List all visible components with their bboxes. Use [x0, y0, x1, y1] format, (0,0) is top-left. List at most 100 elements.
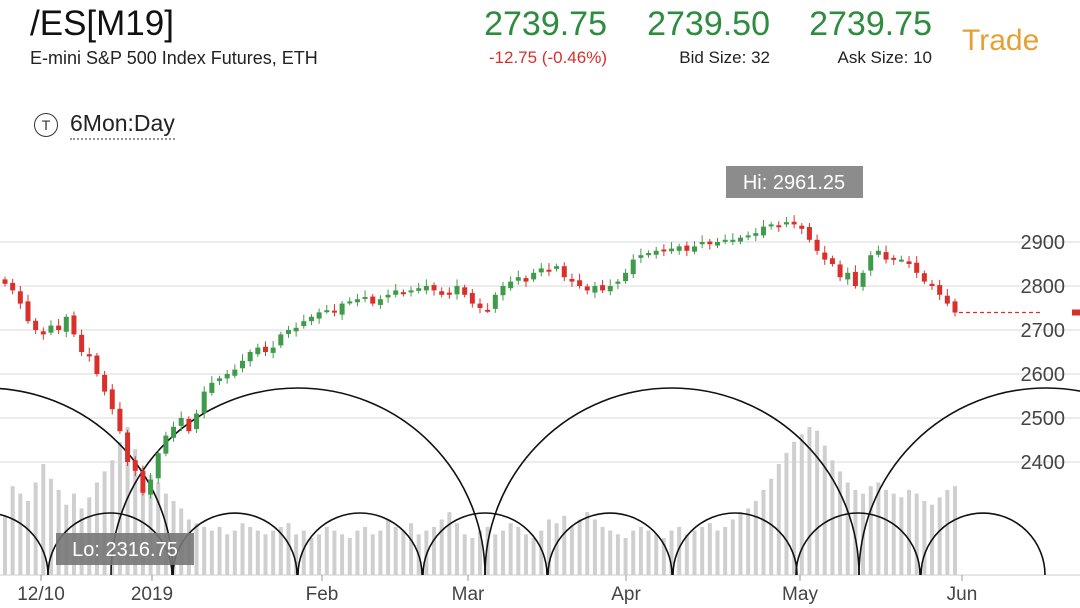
cycle-arc — [672, 512, 798, 576]
volume-bar — [378, 530, 383, 575]
candle-body — [385, 294, 391, 298]
volume-bar — [500, 530, 505, 575]
candle-body — [492, 294, 498, 309]
candle-body — [661, 249, 667, 252]
candle-body — [684, 245, 690, 251]
volume-bar — [370, 534, 375, 575]
candle-body — [155, 453, 161, 479]
candle-body — [416, 288, 422, 291]
candle-body — [653, 250, 659, 255]
volume-bar — [845, 482, 850, 575]
last-price-block: 2739.75 -12.75 (-0.46%) — [484, 4, 607, 68]
volume-bar — [455, 523, 460, 575]
volume-bar — [309, 538, 314, 575]
volume-bar — [730, 519, 735, 575]
volume-bar — [792, 441, 797, 575]
volume-bar — [25, 501, 30, 575]
ask-size: Ask Size: 10 — [837, 48, 933, 67]
volume-bar — [776, 464, 781, 575]
candle-body — [508, 281, 514, 289]
trade-button[interactable]: Trade — [962, 24, 1040, 57]
period-label[interactable]: 6Mon:Day — [70, 110, 175, 140]
cycle-arc — [422, 512, 548, 576]
candle-body — [852, 271, 858, 286]
candle-body — [898, 259, 904, 262]
volume-bar — [945, 489, 950, 575]
candle-body — [569, 278, 575, 282]
candle-body — [837, 264, 843, 278]
x-tick-label: Apr — [611, 584, 641, 605]
volume-bar — [447, 512, 452, 575]
volume-bar — [41, 464, 46, 575]
volume-bar — [799, 434, 804, 575]
volume-bar — [102, 471, 107, 575]
candle-body — [561, 266, 567, 278]
volume-bar — [432, 526, 437, 575]
candle-body — [324, 310, 330, 313]
volume-bar — [585, 512, 590, 575]
candle-body — [523, 278, 529, 282]
volume-bar — [631, 530, 636, 575]
bid-block: 2739.50 Bid Size: 32 — [647, 4, 770, 68]
candle-body — [201, 391, 207, 414]
cycle-arc — [858, 387, 1080, 576]
volume-bar — [301, 530, 306, 575]
price-chart[interactable]: 2400 2500 2600 2700 2800 2900 12/10 2019 Feb Mar… — [0, 150, 1080, 608]
candle-body — [577, 280, 583, 286]
candle-body — [240, 360, 245, 369]
volume-bar — [531, 538, 536, 575]
candle-body — [638, 255, 644, 258]
volume-bar — [508, 523, 513, 575]
y-tick-label: 2700 — [1021, 320, 1066, 342]
period-selector[interactable]: T 6Mon:Day — [34, 110, 175, 140]
low-tag — [56, 533, 194, 565]
candle-body — [477, 303, 483, 308]
candle-body — [316, 312, 322, 319]
low-tag-label: Lo: 2316.75 — [72, 539, 178, 561]
volume-bar — [646, 530, 651, 575]
volume-bar — [439, 519, 444, 575]
y-tick-label: 2800 — [1021, 276, 1066, 298]
volume-bar — [133, 449, 138, 575]
candle-body — [776, 225, 782, 228]
volume-bar — [125, 427, 130, 575]
candle-body — [217, 378, 223, 382]
candle-body — [109, 389, 115, 410]
candle-body — [25, 301, 31, 322]
volume-bar — [807, 427, 812, 575]
candle-body — [362, 297, 368, 299]
x-tick-label: Mar — [452, 584, 485, 605]
volume-bar — [401, 530, 406, 575]
candle-body — [906, 261, 912, 264]
volume-bar — [286, 523, 291, 575]
candle-body — [278, 334, 284, 346]
y-tick-label: 2500 — [1021, 408, 1066, 430]
candle-body — [71, 315, 77, 335]
candle-body — [224, 374, 230, 379]
candle-body — [707, 241, 713, 245]
candle-body — [730, 239, 736, 242]
volume-bar — [868, 486, 873, 575]
last-price-marker — [1072, 309, 1080, 316]
candle-body — [354, 299, 360, 303]
volume-bar — [707, 523, 712, 575]
volume-bar — [340, 534, 345, 575]
volume-bar — [562, 515, 567, 575]
volume-bars — [3, 427, 957, 575]
volume-bar — [615, 534, 620, 575]
volume-bar — [217, 526, 222, 575]
volume-bar — [255, 530, 260, 575]
cycle-arc — [484, 387, 860, 576]
volume-bar — [769, 478, 774, 575]
volume-bar — [884, 489, 889, 575]
volume-bar — [899, 497, 904, 575]
volume-bar — [539, 530, 544, 575]
price-change: -12.75 (-0.46%) — [488, 48, 607, 67]
candle-body — [186, 418, 192, 432]
candle-body — [63, 316, 69, 332]
candle-body — [806, 227, 812, 240]
volume-bar — [922, 501, 927, 575]
volume-bar — [355, 530, 360, 575]
candle-body — [377, 299, 383, 305]
volume-bar — [684, 534, 689, 575]
